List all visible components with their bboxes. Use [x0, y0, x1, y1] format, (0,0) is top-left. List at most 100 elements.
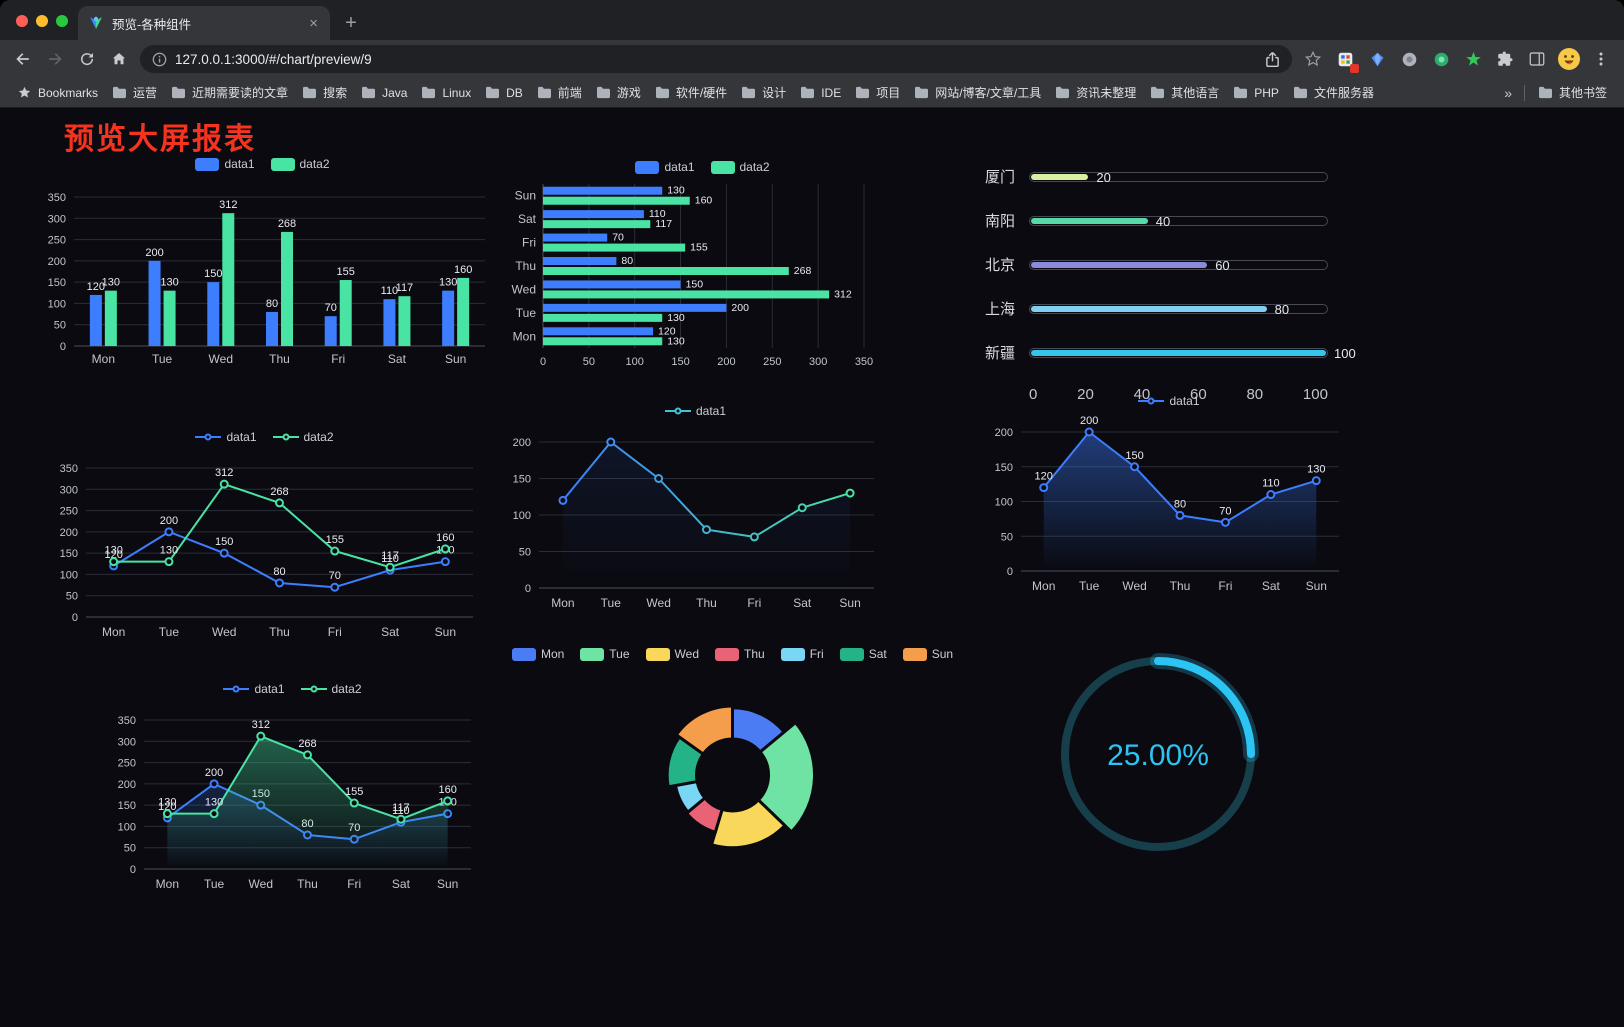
data-point[interactable] [702, 525, 711, 535]
bookmark-folder[interactable]: 搜索 [295, 81, 354, 104]
legend-item[interactable]: data2 [270, 157, 330, 171]
legend-item[interactable]: Tue [580, 647, 630, 661]
bookmark-folder[interactable]: 网站/博客/文章/工具 [907, 81, 1048, 104]
data-point[interactable] [558, 495, 568, 505]
bar[interactable] [543, 327, 654, 336]
bookmark-folder[interactable]: 游戏 [589, 81, 648, 104]
bar[interactable] [543, 233, 608, 242]
legend-item[interactable]: Sat [839, 647, 887, 661]
data-point[interactable] [303, 750, 312, 760]
data-point[interactable] [385, 562, 395, 572]
data-point[interactable] [219, 548, 229, 558]
data-point[interactable] [330, 582, 340, 592]
bar[interactable] [543, 337, 663, 346]
bookmark-folder[interactable]: IDE [793, 81, 848, 104]
data-point[interactable] [443, 796, 453, 806]
forward-button[interactable] [40, 44, 70, 74]
data-point[interactable] [162, 809, 172, 819]
bar[interactable] [543, 257, 617, 265]
bar[interactable] [324, 316, 337, 346]
back-button[interactable] [8, 44, 38, 74]
bookmark-folder[interactable]: 软件/硬件 [648, 81, 734, 104]
bar[interactable] [543, 220, 651, 229]
legend-item[interactable]: data1 [223, 682, 285, 696]
bar[interactable] [457, 277, 470, 346]
bar[interactable] [104, 290, 117, 346]
bar[interactable] [89, 294, 102, 346]
bookmarks-overflow-button[interactable]: » [1504, 84, 1512, 101]
pie-slice[interactable] [756, 721, 816, 834]
legend-item[interactable]: Fri [780, 647, 824, 661]
bookmark-folder[interactable]: PHP [1226, 81, 1286, 104]
bookmark-folder[interactable]: 文件服务器 [1286, 81, 1381, 104]
bar[interactable] [207, 282, 220, 346]
legend-item[interactable]: Mon [511, 647, 564, 661]
bookmark-folder[interactable]: 设计 [734, 81, 793, 104]
bar[interactable] [543, 196, 690, 205]
bookmark-folder[interactable]: 项目 [848, 81, 907, 104]
bookmark-folder[interactable]: 其他语言 [1143, 81, 1226, 104]
bar[interactable] [339, 280, 352, 346]
data-point[interactable] [275, 578, 284, 588]
data-point[interactable] [164, 527, 174, 537]
data-point[interactable] [1130, 462, 1140, 472]
legend-item[interactable]: data1 [195, 430, 257, 444]
minimize-window-button[interactable] [36, 15, 48, 27]
bar[interactable] [543, 290, 830, 299]
legend-item[interactable]: data2 [710, 160, 770, 174]
legend-item[interactable]: data2 [272, 430, 334, 444]
data-point[interactable] [606, 437, 616, 447]
bar[interactable] [543, 186, 663, 195]
legend-item[interactable]: Thu [715, 647, 765, 661]
extension-icon-1[interactable] [1330, 44, 1360, 74]
data-point[interactable] [1311, 476, 1321, 486]
data-point[interactable] [845, 488, 855, 498]
bookmark-folder[interactable]: Java [354, 81, 414, 104]
home-button[interactable] [104, 44, 134, 74]
bar[interactable] [281, 231, 293, 346]
data-point[interactable] [349, 798, 359, 808]
pie-slice[interactable] [710, 798, 787, 850]
menu-button[interactable] [1586, 44, 1616, 74]
bar[interactable] [543, 210, 644, 219]
legend-item[interactable]: Sun [902, 647, 953, 661]
tab-close-icon[interactable]: × [309, 14, 318, 32]
legend-item[interactable]: data2 [300, 682, 362, 696]
data-point[interactable] [797, 503, 807, 513]
legend-item[interactable]: data1 [1138, 394, 1200, 408]
bookmark-folder[interactable]: Linux [414, 81, 478, 104]
legend-item[interactable]: data1 [664, 404, 726, 418]
pie-slice[interactable] [674, 704, 734, 756]
data-point[interactable] [256, 731, 266, 741]
bookmark-star-button[interactable] [1298, 44, 1328, 74]
bookmark-folder[interactable]: 前端 [530, 81, 589, 104]
bookmark-folder[interactable]: 运营 [105, 81, 164, 104]
data-point[interactable] [1175, 510, 1185, 520]
new-tab-button[interactable]: + [345, 11, 357, 34]
bar[interactable] [266, 311, 278, 346]
zoom-window-button[interactable] [56, 15, 68, 27]
bookmark-folder[interactable]: DB [478, 81, 530, 104]
data-point[interactable] [1084, 427, 1094, 437]
share-icon[interactable] [1265, 51, 1280, 68]
data-point[interactable] [109, 557, 119, 567]
data-point[interactable] [440, 544, 450, 554]
bar[interactable] [543, 267, 789, 275]
data-point[interactable] [1220, 517, 1230, 527]
legend-item[interactable]: data1 [635, 160, 695, 174]
bar[interactable] [148, 260, 161, 346]
bookmark-folder[interactable]: 资讯未整理 [1048, 81, 1143, 104]
data-point[interactable] [654, 474, 664, 483]
data-point[interactable] [1039, 483, 1049, 493]
address-bar[interactable]: 127.0.0.1:3000/#/chart/preview/9 [140, 45, 1292, 73]
bar[interactable] [163, 290, 176, 346]
browser-tab[interactable]: 预览-各种组件 × [78, 6, 330, 40]
bar[interactable] [383, 299, 396, 346]
legend-item[interactable]: Wed [645, 647, 699, 661]
bar[interactable] [543, 243, 686, 252]
data-point[interactable] [440, 557, 450, 567]
data-point[interactable] [219, 479, 229, 489]
data-point[interactable] [209, 809, 219, 819]
legend-item[interactable]: data1 [195, 157, 255, 171]
site-info-icon[interactable] [152, 52, 167, 67]
